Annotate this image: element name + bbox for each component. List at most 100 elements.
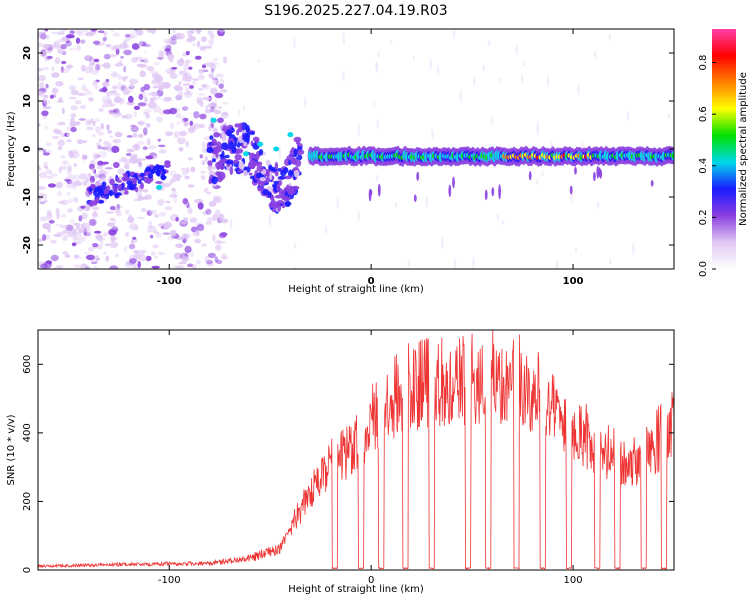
spectrogram-cell (274, 161, 279, 170)
spectrogram-cell (114, 253, 119, 258)
spectrogram-cell (288, 171, 295, 176)
spectrogram-cell (95, 126, 101, 133)
spectrogram-cell (194, 238, 202, 244)
spectrogram-cell (73, 180, 83, 187)
spectrogram-cell (304, 96, 307, 109)
spectrogram-cell (73, 162, 77, 168)
spectrogram-cell (283, 167, 289, 174)
spectrogram-cell (146, 29, 154, 33)
spectrogram-cell (145, 255, 152, 262)
spectrogram-cell (113, 96, 122, 104)
spectrogram-cell (173, 252, 183, 260)
spectrogram-cell (221, 253, 227, 260)
spectrogram-cell (105, 211, 115, 214)
spectrogram-cell (126, 101, 135, 106)
spectrogram-cell (90, 259, 99, 264)
spectrogram-cell (129, 258, 137, 264)
spectrogram-cell (243, 141, 248, 147)
spectrogram-cell (201, 243, 208, 247)
spectrogram-cell (137, 163, 143, 168)
spectrogram-cell (185, 50, 190, 56)
spectrogram-cell (431, 129, 434, 140)
spectrogram-cell (111, 226, 119, 233)
spectrogram-cell (117, 179, 122, 183)
spectrogram-cell (133, 105, 141, 110)
spectrogram-cell (81, 84, 87, 91)
spectrogram-cell (496, 213, 499, 221)
spectrogram-cell (214, 256, 219, 263)
spectrogram-cell (182, 117, 189, 122)
spectrogram-cell (187, 157, 193, 161)
spectrogram-cell (117, 73, 121, 80)
spectrogram-cell (199, 45, 207, 51)
spectrogram-cell (85, 32, 95, 37)
snr-background (38, 330, 674, 570)
spectrogram-cell (93, 156, 98, 160)
spectrogram-cell (213, 132, 221, 138)
spectrogram-cell (205, 98, 212, 102)
spectrogram-cell (133, 158, 142, 164)
spectrogram-cell (198, 93, 206, 96)
spectrogram-cell (109, 178, 115, 186)
spectrogram-cell (150, 170, 155, 175)
spectrogram-cell (131, 43, 140, 50)
spectrogram-cell (200, 170, 206, 174)
spectrogram-cell (394, 202, 398, 208)
spectrogram-cell (86, 173, 92, 178)
spectrogram-cell (100, 123, 105, 130)
spectrogram-cell (145, 166, 152, 173)
spectrogram-cell (179, 130, 187, 137)
spectrogram-cell (147, 101, 157, 109)
spectrogram-cell (68, 85, 74, 91)
spectrogram-cell (51, 87, 59, 94)
spectrogram-cell (70, 154, 75, 158)
spectrogram-cell (92, 243, 99, 248)
spectrogram-cell (163, 38, 173, 45)
spectrogram-cell (177, 137, 186, 145)
spectrogram-cell (66, 139, 72, 143)
spectrogram-cell (190, 37, 196, 40)
spectrogram-cell (103, 62, 111, 69)
spectrogram-cell (103, 188, 108, 195)
spectrogram-cell (38, 186, 46, 190)
spectrogram-cell (107, 96, 111, 104)
spectrogram-cell (268, 202, 275, 208)
spectrogram-cell (104, 243, 111, 247)
spectrogram-cell (491, 187, 495, 197)
spectrogram-cell (98, 151, 108, 158)
spectrogram-cell (59, 165, 68, 170)
spectrogram-cell (76, 92, 86, 97)
spectrogram-cell (92, 80, 98, 86)
spectrogram-cell (139, 40, 143, 46)
spectrogram-cell (165, 132, 173, 136)
spectrogram-cell (210, 68, 215, 73)
spectrogram-cell (210, 166, 217, 170)
spectrogram-cell (102, 37, 107, 42)
spectrogram-cell (536, 179, 539, 186)
spectrogram-cell (77, 236, 87, 243)
spectrogram-cell (162, 96, 170, 103)
spectrogram-cell (188, 66, 193, 70)
spectrogram-cell (162, 168, 166, 175)
spectrogram-cell (124, 246, 127, 252)
spectrogram-cell (103, 32, 108, 36)
spectrogram-cell (97, 30, 105, 33)
x-tick-label: 0 (368, 575, 374, 586)
spectrogram-cell (237, 108, 240, 117)
spectrogram-cell (132, 263, 139, 269)
spectrogram-cell (138, 64, 147, 68)
spectrogram-cell (209, 135, 214, 140)
spectrogram-cell (204, 255, 209, 263)
spectrogram-cell (90, 261, 98, 265)
spectrogram-cell (212, 127, 218, 133)
spectrogram-cell (74, 121, 81, 126)
spectrogram-cell (278, 145, 282, 160)
spectrogram-cell (555, 259, 559, 269)
spectrogram-cell (90, 29, 98, 32)
spectrogram-cell (126, 180, 133, 186)
spectrogram-cell (577, 84, 580, 95)
spectrogram-cell (83, 231, 92, 237)
spectrogram-cell (287, 132, 294, 138)
spectrogram-cell (151, 78, 160, 83)
spectrogram-cell (168, 235, 174, 241)
